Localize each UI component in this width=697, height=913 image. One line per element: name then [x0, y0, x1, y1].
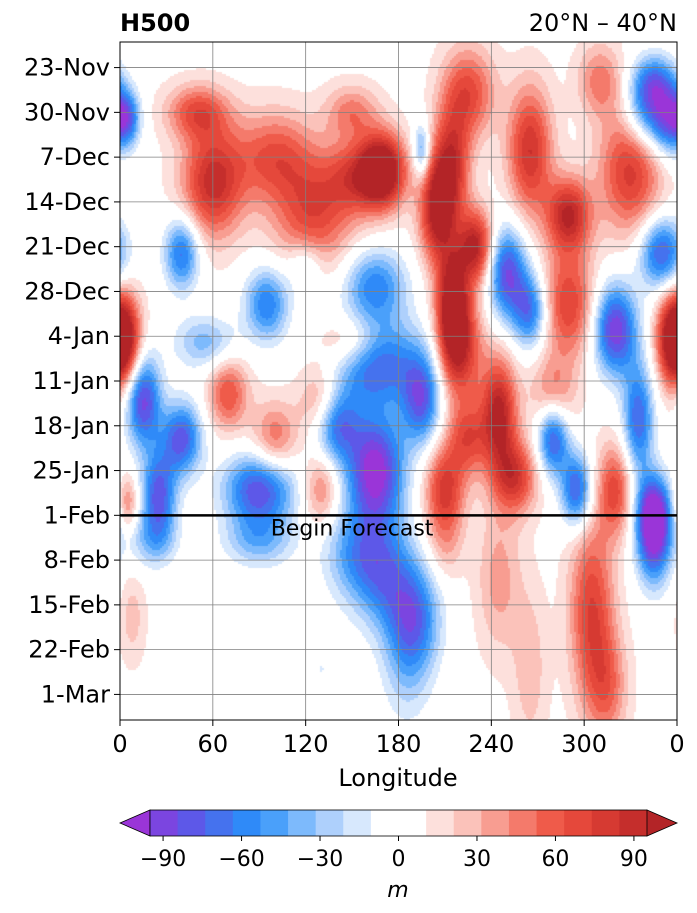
- y-tick-label: 18-Jan: [32, 412, 110, 440]
- y-tick-label: 1-Mar: [41, 680, 110, 708]
- y-tick-label: 25-Jan: [32, 457, 110, 485]
- x-tick-label: 300: [561, 730, 607, 758]
- x-tick-label: 180: [376, 730, 422, 758]
- colorbar: −90 −60 −30 0 30 60 90: [118, 809, 679, 872]
- x-axis: 0 60 120 180 240 300 0: [112, 720, 685, 758]
- colorbar-tick-label: 90: [620, 847, 648, 872]
- x-tick-label: 120: [283, 730, 329, 758]
- colorbar-bin: [398, 810, 427, 836]
- colorbar-bin: [232, 810, 261, 836]
- y-tick-label: 11-Jan: [32, 367, 110, 395]
- y-tick-label: 8-Feb: [44, 546, 110, 574]
- colorbar-tick-label: −60: [218, 847, 264, 872]
- x-axis-label: Longitude: [338, 764, 457, 792]
- y-axis: 23-Nov 30-Nov 7-Dec 14-Dec 21-Dec 28-Dec 4-Jan…: [24, 54, 120, 708]
- chart-title: H500: [120, 9, 190, 37]
- colorbar-bin: [370, 810, 399, 836]
- colorbar-tick-label: 60: [541, 847, 569, 872]
- grid-lines: [119, 42, 678, 720]
- colorbar-bin: [536, 810, 565, 836]
- colorbar-bin: [177, 810, 206, 836]
- colorbar-bin: [315, 810, 344, 836]
- colorbar-tick-label: 30: [463, 847, 491, 872]
- colorbar-tick-label: −90: [140, 847, 186, 872]
- y-tick-label: 7-Dec: [40, 143, 110, 171]
- colorbar-bin: [288, 810, 317, 836]
- y-tick-label: 4-Jan: [48, 322, 110, 350]
- y-tick-label: 23-Nov: [24, 54, 110, 82]
- colorbar-tick-label: −30: [297, 847, 343, 872]
- colorbar-bin: [260, 810, 289, 836]
- y-tick-label: 15-Feb: [28, 591, 110, 619]
- colorbar-bin: [343, 810, 372, 836]
- colorbar-tick-label: 0: [392, 847, 406, 872]
- y-tick-label: 1-Feb: [44, 501, 110, 529]
- colorbar-extend-high: [646, 809, 679, 837]
- colorbar-bin: [453, 810, 482, 836]
- x-tick-label: 0: [112, 730, 127, 758]
- colorbar-bin: [564, 810, 593, 836]
- colorbar-bin: [205, 810, 234, 836]
- colorbar-label: m: [387, 878, 408, 903]
- y-tick-label: 14-Dec: [24, 188, 110, 216]
- colorbar-bin: [150, 810, 179, 836]
- colorbar-extend-low: [118, 809, 151, 837]
- colorbar-bin: [619, 810, 648, 836]
- x-tick-label: 60: [198, 730, 229, 758]
- y-tick-label: 30-Nov: [24, 98, 110, 126]
- x-tick-label: 0: [669, 730, 684, 758]
- colorbar-bin: [426, 810, 455, 836]
- chart-region-label: 20°N – 40°N: [529, 9, 677, 37]
- colorbar-bin: [591, 810, 620, 836]
- y-tick-label: 21-Dec: [24, 233, 110, 261]
- forecast-label: Begin Forecast: [271, 516, 434, 541]
- y-tick-label: 22-Feb: [28, 636, 110, 664]
- colorbar-bin: [508, 810, 538, 836]
- colorbar-bin: [481, 810, 510, 836]
- x-tick-label: 240: [468, 730, 514, 758]
- forecast-marker: Begin Forecast: [120, 514, 677, 541]
- y-tick-label: 28-Dec: [24, 277, 110, 305]
